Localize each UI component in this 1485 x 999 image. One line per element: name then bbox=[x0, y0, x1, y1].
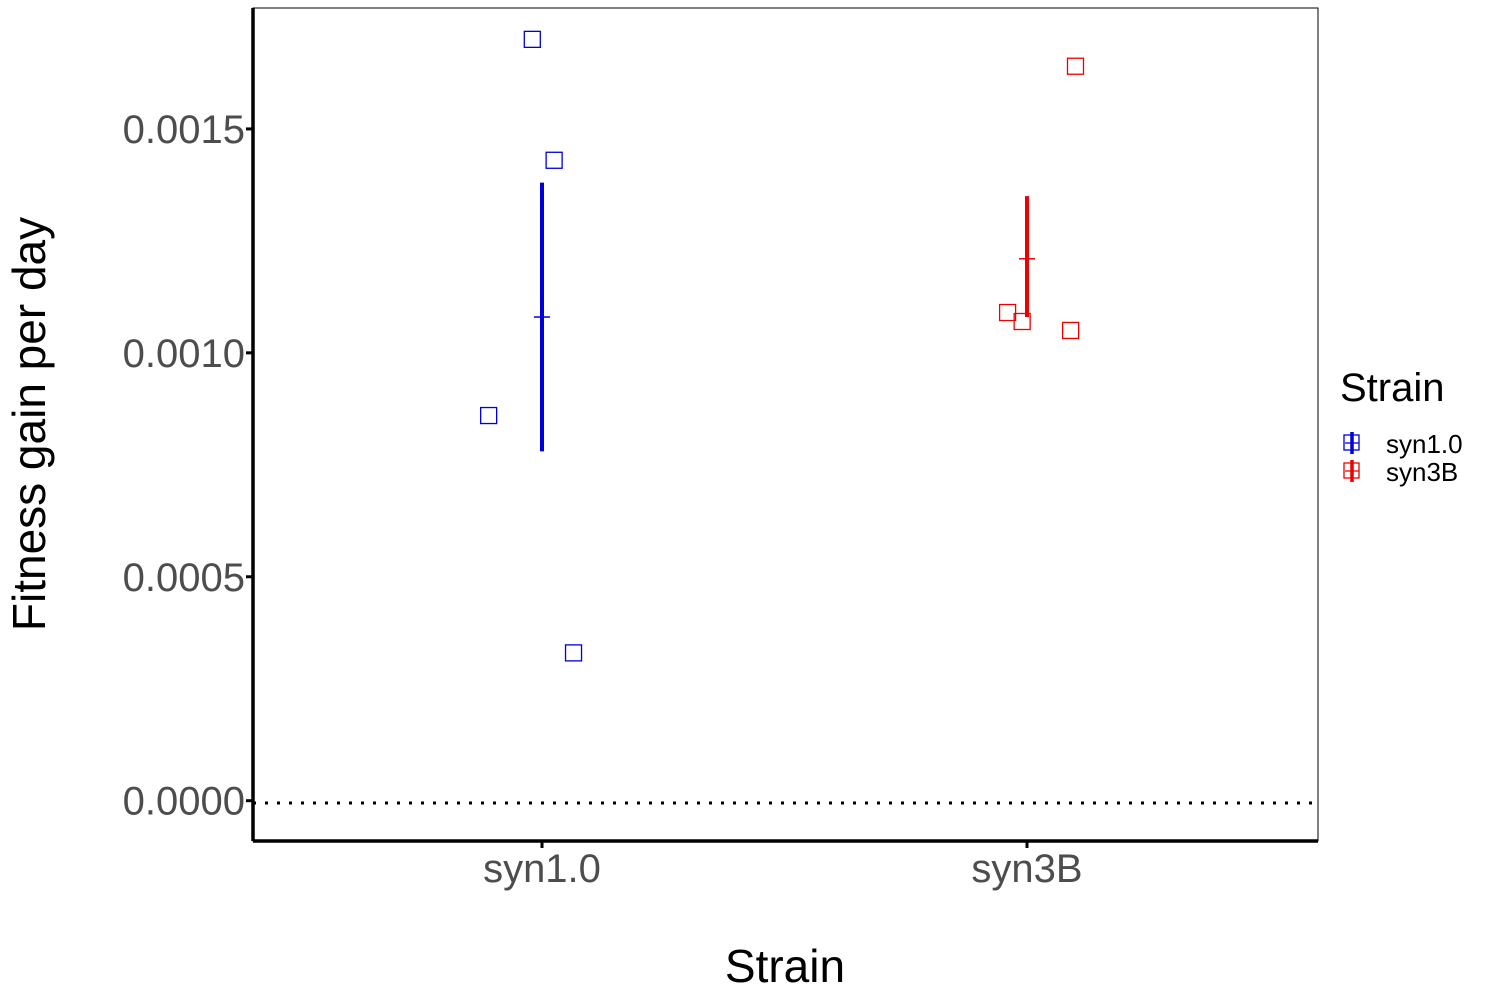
data-point bbox=[479, 406, 498, 425]
data-point bbox=[564, 644, 583, 662]
legend-item-syn1.0: syn1.0 bbox=[1343, 429, 1463, 459]
y-tick-label: 0.0010 bbox=[123, 332, 245, 376]
y-tick-label: 0.0015 bbox=[123, 108, 245, 152]
y-tick-label: 0.0000 bbox=[123, 780, 245, 824]
data-point bbox=[998, 303, 1017, 322]
legend-label: syn3B bbox=[1386, 457, 1458, 487]
x-tick-label: syn3B bbox=[971, 847, 1082, 891]
legend-title: Strain bbox=[1340, 366, 1445, 410]
series-syn3B bbox=[998, 57, 1085, 340]
plot-panel bbox=[252, 7, 1319, 842]
y-tick-label: 0.0005 bbox=[123, 556, 245, 600]
x-tick-label: syn1.0 bbox=[483, 847, 601, 891]
y-axis-title: Fitness gain per day bbox=[3, 217, 55, 631]
series-syn1.0 bbox=[479, 30, 583, 662]
x-axis-title: Strain bbox=[725, 940, 845, 992]
data-point bbox=[1062, 321, 1080, 340]
data-point bbox=[523, 30, 541, 48]
legend-label: syn1.0 bbox=[1386, 429, 1463, 459]
data-point bbox=[545, 151, 563, 169]
legend-item-syn3B: syn3B bbox=[1343, 457, 1458, 487]
data-point bbox=[1013, 312, 1031, 331]
data-point bbox=[1066, 57, 1085, 75]
